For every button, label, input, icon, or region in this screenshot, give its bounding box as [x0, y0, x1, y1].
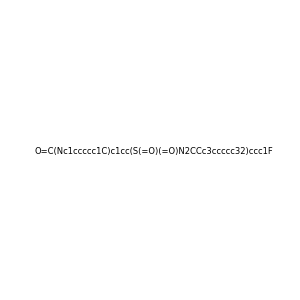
Text: O=C(Nc1ccccc1C)c1cc(S(=O)(=O)N2CCc3ccccc32)ccc1F: O=C(Nc1ccccc1C)c1cc(S(=O)(=O)N2CCc3ccccc… — [34, 147, 273, 156]
